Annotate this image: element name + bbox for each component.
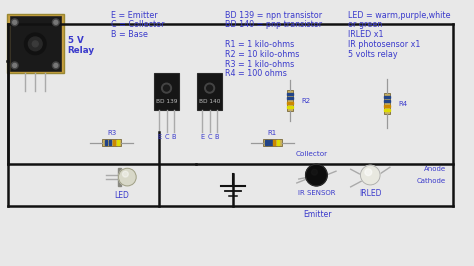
Bar: [269, 140, 272, 146]
FancyBboxPatch shape: [286, 90, 293, 111]
FancyBboxPatch shape: [7, 14, 64, 73]
Circle shape: [32, 41, 38, 47]
Text: R1: R1: [268, 130, 277, 136]
Text: C = Collector: C = Collector: [111, 20, 164, 29]
Text: Emitter: Emitter: [304, 210, 332, 219]
Bar: [384, 100, 390, 102]
Text: C: C: [207, 134, 212, 140]
Text: B = Base: B = Base: [111, 30, 147, 39]
Circle shape: [25, 33, 46, 55]
Bar: [384, 96, 390, 98]
Bar: [287, 106, 292, 108]
Text: E: E: [157, 134, 161, 140]
Text: R3 = 1 kilo-ohms: R3 = 1 kilo-ohms: [225, 60, 294, 69]
Text: C: C: [164, 134, 169, 140]
Text: R2: R2: [302, 98, 311, 104]
Bar: [109, 140, 111, 146]
Text: BD 140: BD 140: [199, 99, 220, 104]
Text: LED = warm,purple,white: LED = warm,purple,white: [348, 11, 450, 20]
Circle shape: [54, 64, 58, 67]
Bar: [113, 140, 115, 146]
Text: R4 = 100 ohms: R4 = 100 ohms: [225, 69, 287, 78]
Bar: [384, 105, 390, 107]
Text: B: B: [215, 134, 219, 140]
Text: 5 V
Relay: 5 V Relay: [68, 36, 95, 55]
Circle shape: [13, 64, 17, 67]
Circle shape: [28, 37, 42, 51]
Circle shape: [53, 62, 59, 69]
Bar: [287, 102, 292, 104]
Text: BD 139: BD 139: [156, 99, 177, 104]
Bar: [287, 93, 292, 95]
Text: R2 = 10 kilo-ohms: R2 = 10 kilo-ohms: [225, 50, 300, 59]
Bar: [277, 140, 279, 146]
Text: R4: R4: [399, 101, 408, 107]
Circle shape: [54, 20, 58, 24]
Text: Cathode: Cathode: [417, 178, 446, 184]
Circle shape: [13, 20, 17, 24]
Bar: [117, 140, 118, 146]
Text: 5 volts relay: 5 volts relay: [348, 50, 397, 59]
Text: or green: or green: [348, 20, 382, 29]
Text: BD 140 = pnp transistor: BD 140 = pnp transistor: [225, 20, 322, 29]
FancyBboxPatch shape: [10, 16, 61, 71]
Bar: [105, 140, 107, 146]
Bar: [118, 168, 121, 186]
Circle shape: [122, 171, 128, 177]
FancyBboxPatch shape: [154, 73, 179, 110]
Text: E = Emitter: E = Emitter: [111, 11, 157, 20]
Circle shape: [118, 168, 136, 186]
Text: IR SENSOR: IR SENSOR: [298, 190, 335, 196]
Bar: [273, 140, 275, 146]
FancyBboxPatch shape: [263, 139, 282, 146]
Circle shape: [205, 83, 215, 93]
Text: BD 139 = npn transistor: BD 139 = npn transistor: [225, 11, 322, 20]
Circle shape: [207, 85, 212, 91]
Text: R1 = 1 kilo-ohms: R1 = 1 kilo-ohms: [225, 40, 294, 49]
Text: E: E: [200, 134, 204, 140]
Circle shape: [361, 165, 380, 185]
Text: Anode: Anode: [424, 166, 446, 172]
Bar: [265, 140, 268, 146]
Bar: [287, 97, 292, 99]
Circle shape: [311, 169, 318, 175]
Text: IR photosensor x1: IR photosensor x1: [348, 40, 420, 49]
FancyBboxPatch shape: [197, 73, 222, 110]
Circle shape: [164, 85, 170, 91]
FancyBboxPatch shape: [102, 139, 121, 146]
Circle shape: [365, 169, 372, 176]
Circle shape: [162, 83, 172, 93]
Bar: [384, 109, 390, 111]
FancyBboxPatch shape: [383, 93, 391, 114]
Text: Collector: Collector: [295, 152, 328, 157]
Circle shape: [53, 19, 59, 26]
Text: IRLED: IRLED: [359, 189, 382, 198]
Text: LED: LED: [114, 191, 129, 200]
Circle shape: [11, 19, 18, 26]
Circle shape: [11, 62, 18, 69]
Text: B: B: [172, 134, 176, 140]
Text: IRLED x1: IRLED x1: [348, 30, 383, 39]
Text: R3: R3: [107, 130, 116, 136]
Circle shape: [306, 164, 327, 186]
